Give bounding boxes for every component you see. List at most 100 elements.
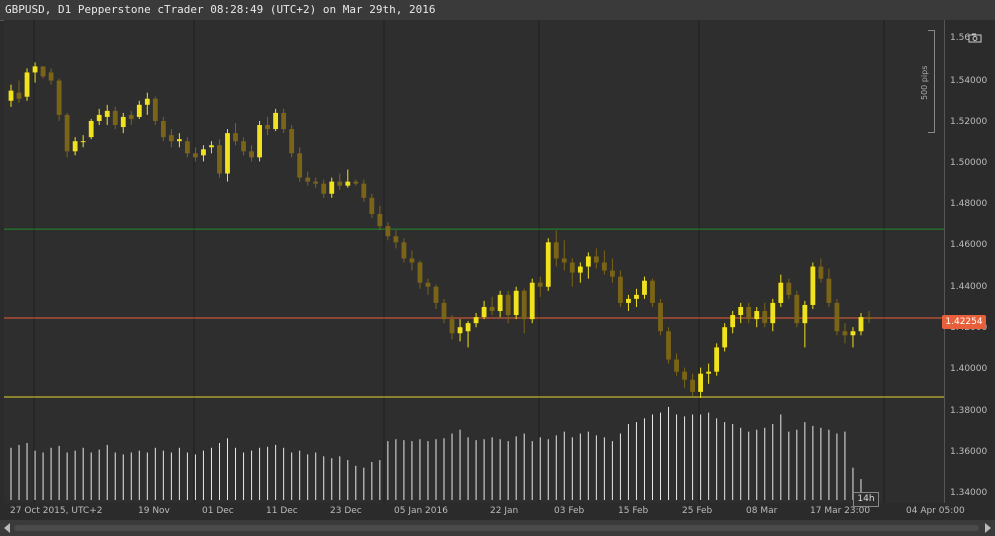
candle-body [96,114,102,121]
candle-body [185,141,190,154]
candle-body [666,331,671,360]
candle-body [257,125,262,158]
candle-body [762,311,768,324]
price-label: 1.52000 [950,117,988,127]
timeframe-badge[interactable]: 14h [853,492,879,507]
price-label: 1.48000 [950,199,988,209]
candle-body [714,347,720,372]
time-label: 17 Mar 23:00 [810,506,871,516]
candle-body [377,213,383,227]
candle-body [329,181,335,194]
candle-body [112,110,118,126]
time-label: 27 Oct 2015, UTC+2 [10,506,103,516]
chart-area[interactable] [4,20,944,503]
pips-bracket [928,30,935,133]
candle-body [850,331,856,336]
time-label: 15 Feb [618,506,649,516]
candle-body [385,226,391,237]
scroll-track[interactable] [14,525,979,531]
candle-body [265,125,271,130]
candle-body [233,133,238,142]
candle-body [273,112,279,130]
candle-body [730,315,736,328]
candle-body [321,183,327,194]
price-label: 1.44000 [950,282,988,292]
candle-body [794,294,800,324]
candle-body [593,256,599,263]
candle-body [72,141,78,152]
candle-body [626,298,631,303]
candle-body [168,135,174,142]
time-label: 22 Jan [490,506,519,516]
candle-body [449,319,455,334]
time-label: 08 Mar [746,506,778,516]
time-label: 25 Feb [682,506,713,516]
price-scale[interactable] [944,20,995,503]
candle-body [201,149,206,156]
time-label: 04 Apr 05:00 [906,506,965,516]
candle-body [642,280,647,295]
candle-body [513,290,519,316]
scroll-right-icon[interactable] [985,523,991,533]
candle-body [618,276,623,303]
candle-body [866,317,872,320]
candle-body [722,327,728,348]
candle-body [297,153,303,178]
candle-body [826,278,832,303]
candle-body [658,302,663,332]
candle-body [417,262,423,283]
candle-body [209,145,214,148]
candle-body [497,294,503,312]
candle-body [609,270,615,277]
candle-body [88,120,94,138]
candle-body [56,80,62,115]
candle-body [8,90,14,101]
pip-scale-label: 500 pips [920,65,929,100]
price-label: 1.56 [950,33,971,43]
candle-body [425,282,431,287]
candle-body [120,116,126,128]
candle-body [24,72,30,97]
candle-body [441,302,447,320]
candle-body [738,306,744,316]
candle-body [176,139,182,142]
candle-body [32,66,38,73]
candle-body [249,151,254,158]
price-label: 1.34000 [950,488,988,498]
candle-body [353,181,359,184]
candle-body [152,98,158,121]
time-label: 03 Feb [554,506,585,516]
candle-body [128,114,134,119]
candle-body [585,256,591,267]
candle-body [505,294,511,316]
candle-body [40,66,46,77]
candle-body [529,282,535,320]
time-label: 05 Jan 2016 [394,506,448,516]
scroll-left-icon[interactable] [4,523,10,533]
candle-body [136,104,142,117]
candle-body [401,242,407,259]
time-label: 01 Dec [202,506,234,516]
candle-body [160,120,166,138]
candle-body [537,282,543,287]
candle-body [706,371,712,374]
candle-body [225,133,230,174]
candle-body [521,290,527,320]
candle-body [337,181,343,186]
candle-body [754,311,760,320]
time-label: 23 Dec [330,506,362,516]
candle-body [802,304,808,324]
camera-icon[interactable] [968,33,982,43]
candle-body [217,145,222,174]
candle-body [818,266,824,279]
price-chart[interactable] [4,20,944,503]
candle-body [64,114,70,152]
horizontal-scrollbar[interactable] [0,520,995,536]
candle-body [305,177,311,182]
candle-body [601,262,607,271]
candle-body [561,258,567,263]
candle-body [577,266,583,273]
candle-body [361,183,367,198]
price-label: 1.50000 [950,158,988,168]
candle-body [465,323,471,332]
